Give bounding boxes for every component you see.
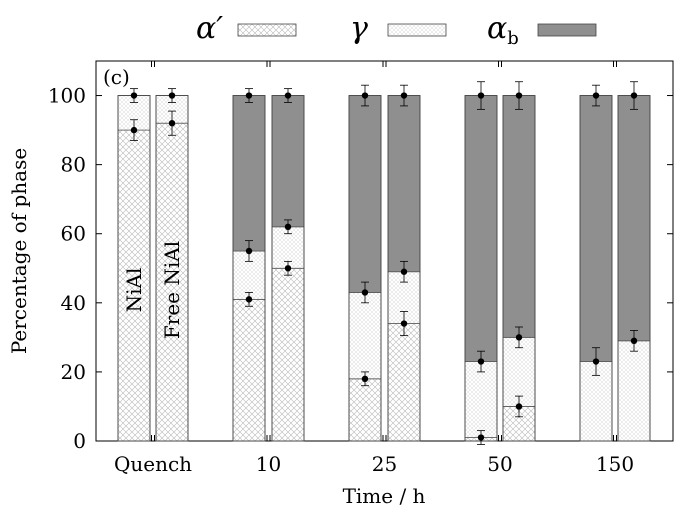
- data-point: [245, 92, 253, 99]
- legend-symbol-alpha-b: αb: [487, 11, 519, 49]
- data-point: [361, 289, 369, 296]
- bar-segment-alpha-prime: [387, 323, 421, 442]
- data-point: [630, 92, 638, 99]
- bar-segment-alpha-prime: [348, 378, 382, 442]
- legend-symbol-gamma: γ: [350, 11, 368, 46]
- y-tick-label: 80: [61, 153, 86, 177]
- bar-segment-gamma: [617, 340, 651, 442]
- x-tick-label: 25: [372, 452, 397, 476]
- chart-legend: α′ γ αb: [196, 11, 597, 49]
- bar-segment-gamma: [464, 361, 498, 438]
- bar-segment-alpha-b: [232, 95, 266, 252]
- bar-segment-alpha-b: [464, 95, 498, 362]
- x-tick-label: 50: [487, 452, 512, 476]
- y-tick-label: 40: [61, 291, 86, 315]
- panel-label: (c): [103, 65, 130, 89]
- data-point: [168, 119, 176, 127]
- y-axis-label: Percentage of phase: [7, 148, 31, 354]
- y-tick-label: 60: [61, 222, 86, 246]
- x-tick-label: 10: [256, 452, 281, 476]
- bar-label-text: Free NiAl: [160, 241, 184, 339]
- bar-segment-alpha-b: [502, 95, 536, 338]
- data-point: [168, 92, 176, 99]
- plot-frame: [95, 60, 674, 442]
- y-tick-label: 100: [48, 84, 86, 108]
- bar-segment-alpha-prime: [271, 267, 305, 442]
- data-point: [592, 92, 600, 99]
- bars-layer: [117, 95, 651, 442]
- data-point: [630, 337, 638, 345]
- data-point: [515, 334, 523, 341]
- bar-labels-layer: NiAl Free NiAl: [122, 241, 184, 339]
- data-point: [130, 92, 138, 99]
- x-tick-label: 150: [596, 452, 634, 476]
- error-points-layer: [130, 81, 638, 445]
- bar-segment-alpha-prime: [232, 298, 266, 442]
- y-tick-label: 0: [73, 429, 86, 453]
- bar-segment-gamma: [348, 292, 382, 380]
- data-point: [477, 92, 485, 99]
- data-point: [515, 403, 523, 410]
- bar-segment-alpha-prime: [155, 122, 189, 442]
- data-point: [284, 92, 292, 99]
- data-point: [361, 92, 369, 99]
- bar-segment-alpha-b: [271, 95, 305, 228]
- bar-segment-alpha-b: [348, 95, 382, 293]
- legend-swatch-gamma: [387, 23, 447, 37]
- bar-label-text: NiAl: [122, 268, 146, 313]
- data-point: [515, 92, 523, 99]
- data-point: [284, 265, 292, 272]
- data-point: [400, 268, 408, 275]
- data-point: [245, 247, 253, 255]
- data-point: [477, 358, 485, 365]
- data-point: [284, 223, 292, 231]
- data-point: [245, 296, 253, 303]
- y-tick-label: 20: [61, 360, 86, 384]
- data-point: [477, 434, 485, 441]
- bar-segment-alpha-b: [617, 95, 651, 342]
- data-point: [361, 375, 369, 383]
- data-point: [130, 126, 138, 134]
- bar-segment-alpha-b: [579, 95, 613, 362]
- x-tick-label: Quench: [114, 452, 192, 476]
- legend-swatch-alpha-b: [537, 23, 597, 37]
- axes-layer: 0 20 40 60 80 100 Quench 10 25 50 150: [48, 61, 673, 476]
- data-point: [400, 92, 408, 99]
- data-point: [592, 358, 600, 365]
- bar-segment-alpha-b: [387, 95, 421, 273]
- x-axis-label: Time / h: [343, 484, 426, 508]
- legend-swatch-alpha-prime: [237, 23, 297, 37]
- legend-symbol-alpha-prime: α′: [196, 11, 223, 46]
- data-point: [400, 320, 408, 327]
